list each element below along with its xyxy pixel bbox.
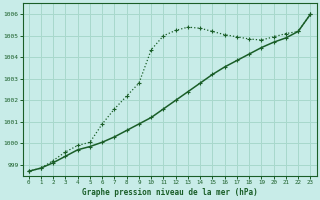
X-axis label: Graphe pression niveau de la mer (hPa): Graphe pression niveau de la mer (hPa): [82, 188, 258, 197]
